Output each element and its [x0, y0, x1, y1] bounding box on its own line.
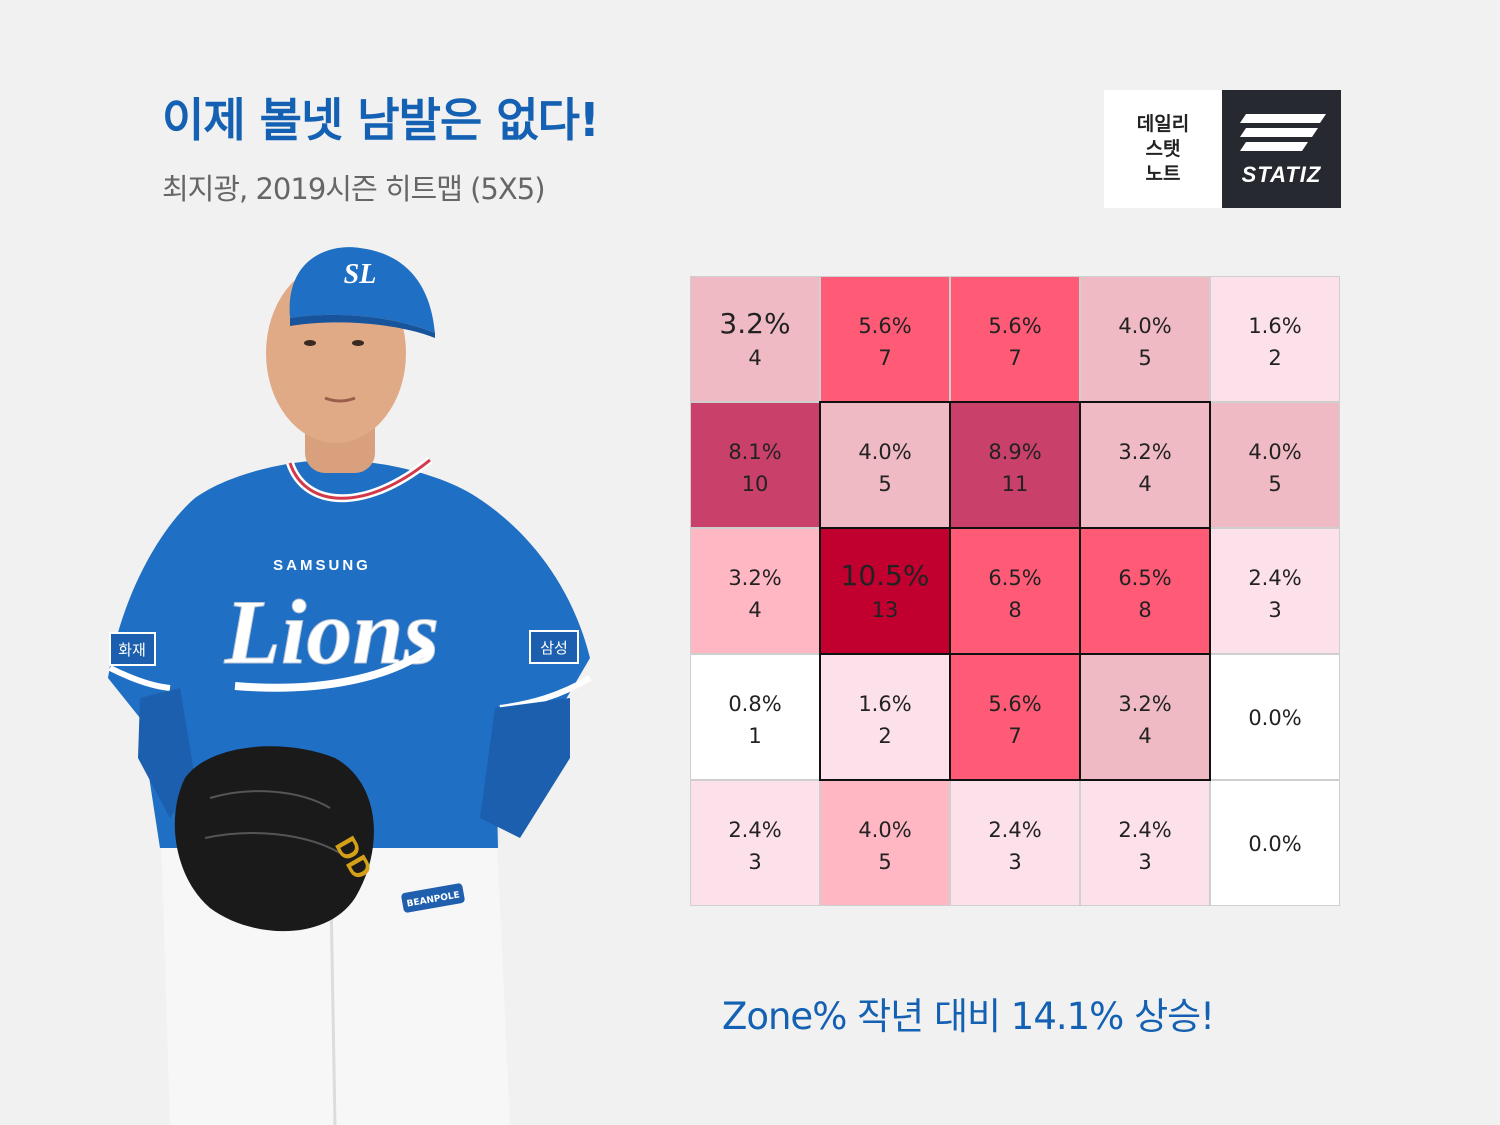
jersey	[108, 460, 590, 848]
heatmap-count-label: 8	[1008, 598, 1021, 622]
heatmap-pct-label: 2.4%	[1248, 566, 1301, 590]
daily-stat-note-logo: 데일리 스탯 노트	[1104, 90, 1222, 208]
heatmap-cell-r3-c4	[1211, 655, 1339, 779]
heatmap-cell-r0-c1	[821, 277, 949, 401]
heatmap-pct-label: 1.6%	[1248, 314, 1301, 338]
heatmap-count-label: 10	[742, 472, 769, 496]
heatmap-cell-r4-c2	[951, 781, 1079, 905]
jersey-lions-script: Lions	[224, 581, 440, 683]
heatmap-cell-r1-c3	[1081, 403, 1209, 527]
heatmap-count-label: 11	[1002, 472, 1029, 496]
heatmap-pct-label: 2.4%	[728, 818, 781, 842]
heatmap-cell-r2-c0	[691, 529, 819, 653]
heatmap-count-label: 4	[748, 346, 761, 370]
statiz-mark-icon	[1240, 114, 1326, 151]
heatmap-count-label: 3	[1268, 598, 1281, 622]
heatmap-pct-label: 2.4%	[1118, 818, 1171, 842]
heatmap-pct-label: 8.9%	[988, 440, 1041, 464]
logo-line-3: 노트	[1145, 162, 1181, 185]
heatmap-count-label: 4	[748, 598, 761, 622]
heatmap-count-label: 7	[1008, 346, 1021, 370]
heatmap-cell-r4-c0	[691, 781, 819, 905]
logo-line-1: 데일리	[1136, 112, 1190, 135]
sleeve-patch-left: 화재	[118, 641, 146, 659]
logo-line-2: 스탯	[1145, 137, 1181, 160]
heatmap-pct-label: 10.5%	[841, 559, 930, 592]
heatmap-pct-label: 4.0%	[858, 818, 911, 842]
heatmap-count-label: 13	[872, 598, 899, 622]
baseball-glove	[174, 746, 374, 932]
zone-heatmap: 3.2% 4 5.6% 7 5.6% 7 4.0% 5 1.6% 2 8.1% 10 4.0% 5 8.9%…	[690, 276, 1340, 906]
heatmap-pct-label: 3.2%	[1118, 692, 1171, 716]
page-subtitle: 최지광, 2019시즌 히트맵 (5X5)	[162, 172, 546, 206]
heatmap-count-label: 4	[1138, 724, 1151, 748]
heatmap-pct-label: 1.6%	[858, 692, 911, 716]
heatmap-count-label: 1	[748, 724, 761, 748]
heatmap-cell-r4-c4	[1211, 781, 1339, 905]
heatmap-cell-r1-c4	[1211, 403, 1339, 527]
heatmap-pct-label: 4.0%	[1248, 440, 1301, 464]
heatmap-cell-r2-c3	[1081, 529, 1209, 653]
jersey-team-text: SAMSUNG	[273, 557, 371, 574]
heatmap-cell-r3-c3	[1081, 655, 1209, 779]
heatmap-cell-r3-c2	[951, 655, 1079, 779]
statiz-wordmark: STATIZ	[1241, 162, 1322, 187]
heatmap-pct-label: 0.0%	[1248, 832, 1301, 856]
zone-rate-caption: Zone% 작년 대비 14.1% 상승!	[722, 995, 1215, 1038]
heatmap-count-label: 3	[1138, 850, 1151, 874]
heatmap-pct-label: 8.1%	[728, 440, 781, 464]
heatmap-count-label: 8	[1138, 598, 1151, 622]
heatmap-pct-label: 3.2%	[719, 307, 790, 340]
heatmap-cell-r2-c4	[1211, 529, 1339, 653]
cap	[289, 247, 435, 333]
heatmap-cell-r1-c2	[951, 403, 1079, 527]
heatmap-cell-r4-c1	[821, 781, 949, 905]
heatmap-cell-r0-c3	[1081, 277, 1209, 401]
heatmap-count-label: 3	[748, 850, 761, 874]
heatmap-pct-label: 0.8%	[728, 692, 781, 716]
heatmap-count-label: 2	[878, 724, 891, 748]
heatmap-count-label: 4	[1138, 472, 1151, 496]
heatmap-pct-label: 3.2%	[1118, 440, 1171, 464]
heatmap-cell-r0-c0	[691, 277, 819, 401]
heatmap-pct-label: 6.5%	[988, 566, 1041, 590]
heatmap-cell-r3-c0	[691, 655, 819, 779]
page-title: 이제 볼넷 남발은 없다!	[162, 93, 600, 147]
heatmap-pct-label: 2.4%	[988, 818, 1041, 842]
heatmap-count-label: 3	[1008, 850, 1021, 874]
heatmap-cell-r4-c3	[1081, 781, 1209, 905]
heatmap-count-label: 5	[878, 472, 891, 496]
statiz-logo: STATIZ	[1222, 90, 1341, 208]
cap-logo: SL	[344, 259, 377, 290]
heatmap-count-label: 5	[1138, 346, 1151, 370]
heatmap-count-label: 5	[1268, 472, 1281, 496]
strike-zone-outline	[819, 401, 1211, 781]
heatmap-cell-r0-c2	[951, 277, 1079, 401]
heatmap-cell-r1-c1	[821, 403, 949, 527]
heatmap-cell-r2-c2	[951, 529, 1079, 653]
heatmap-pct-label: 4.0%	[1118, 314, 1171, 338]
heatmap-pct-label: 5.6%	[988, 314, 1041, 338]
heatmap-count-label: 5	[878, 850, 891, 874]
heatmap-pct-label: 5.6%	[858, 314, 911, 338]
player-illustration: SL SAMSUNG Lions 화재 삼성 DD BEANPOLE	[108, 247, 592, 1125]
heatmap-cell-r3-c1	[821, 655, 949, 779]
heatmap-count-label: 2	[1268, 346, 1281, 370]
heatmap-cell-r1-c0	[691, 403, 819, 527]
heatmap-cell-r0-c4	[1211, 277, 1339, 401]
brand-logo: 데일리 스탯 노트 STATIZ	[1104, 90, 1341, 208]
heatmap-pct-label: 3.2%	[728, 566, 781, 590]
heatmap-pct-label: 5.6%	[988, 692, 1041, 716]
heatmap-count-label: 7	[878, 346, 891, 370]
heatmap-count-label: 7	[1008, 724, 1021, 748]
sleeve-patch-right: 삼성	[540, 639, 568, 657]
heatmap-cell-r2-c1	[821, 529, 949, 653]
heatmap-pct-label: 4.0%	[858, 440, 911, 464]
heatmap-pct-label: 0.0%	[1248, 706, 1301, 730]
heatmap-pct-label: 6.5%	[1118, 566, 1171, 590]
